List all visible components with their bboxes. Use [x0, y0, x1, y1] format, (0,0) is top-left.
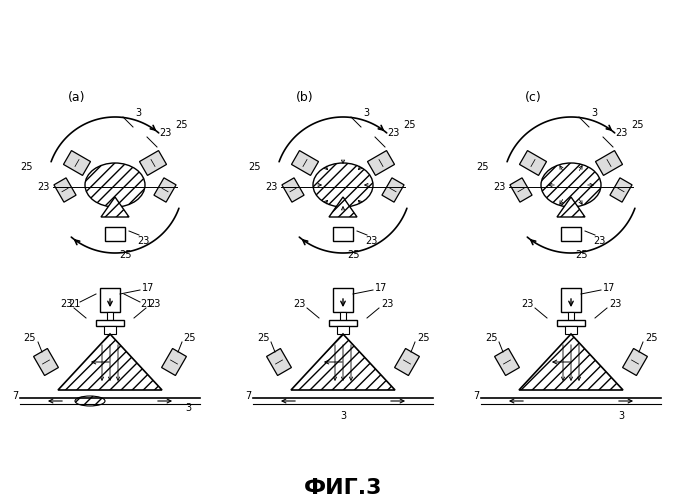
Ellipse shape: [75, 396, 105, 406]
Polygon shape: [63, 150, 91, 176]
Text: 3: 3: [363, 108, 369, 118]
Polygon shape: [610, 178, 632, 202]
Text: 23: 23: [148, 299, 160, 309]
Text: (c): (c): [525, 90, 541, 104]
Text: 25: 25: [485, 333, 497, 343]
Polygon shape: [291, 150, 319, 176]
Polygon shape: [161, 348, 186, 376]
Text: 17: 17: [142, 283, 155, 293]
Polygon shape: [519, 150, 547, 176]
Polygon shape: [34, 348, 58, 376]
Text: 23: 23: [37, 182, 49, 192]
Text: 23: 23: [609, 299, 621, 309]
Bar: [557, 320, 585, 326]
Text: 23: 23: [159, 128, 171, 138]
Bar: [100, 288, 120, 312]
Polygon shape: [382, 178, 404, 202]
Text: 25: 25: [257, 333, 269, 343]
Text: 23: 23: [593, 236, 605, 246]
Polygon shape: [282, 178, 304, 202]
Text: 7: 7: [12, 391, 18, 401]
Ellipse shape: [85, 163, 145, 207]
Text: 7: 7: [245, 391, 251, 401]
Text: 23: 23: [381, 299, 393, 309]
Text: 23: 23: [365, 236, 377, 246]
Text: 17: 17: [375, 283, 387, 293]
Bar: [565, 326, 577, 334]
Text: 23: 23: [60, 299, 72, 309]
Polygon shape: [596, 150, 622, 176]
Text: 25: 25: [631, 120, 644, 130]
Text: 23: 23: [293, 299, 305, 309]
Bar: [105, 227, 125, 241]
Text: 7: 7: [473, 391, 479, 401]
Polygon shape: [368, 150, 394, 176]
Text: 23: 23: [521, 299, 533, 309]
Text: 3: 3: [135, 108, 141, 118]
Polygon shape: [58, 334, 162, 390]
Polygon shape: [622, 348, 647, 376]
Text: 21: 21: [68, 299, 80, 309]
Bar: [329, 320, 357, 326]
Bar: [340, 312, 346, 322]
Text: 25: 25: [403, 120, 416, 130]
Polygon shape: [495, 348, 519, 376]
Text: ФИГ.3: ФИГ.3: [304, 478, 382, 498]
Text: 25: 25: [119, 250, 131, 260]
Text: 25: 25: [477, 162, 489, 172]
Bar: [568, 312, 574, 322]
Text: 3: 3: [591, 108, 597, 118]
Text: 3: 3: [185, 403, 191, 413]
Text: (b): (b): [296, 90, 314, 104]
Polygon shape: [519, 334, 623, 390]
Text: 25: 25: [175, 120, 188, 130]
Text: 23: 23: [137, 236, 149, 246]
Text: 25: 25: [21, 162, 33, 172]
Polygon shape: [557, 197, 585, 217]
Polygon shape: [101, 197, 129, 217]
Polygon shape: [154, 178, 176, 202]
Text: 25: 25: [645, 333, 657, 343]
Text: 25: 25: [183, 333, 196, 343]
Text: 25: 25: [417, 333, 429, 343]
Text: 17: 17: [603, 283, 616, 293]
Polygon shape: [267, 348, 291, 376]
Polygon shape: [510, 178, 532, 202]
Bar: [96, 320, 124, 326]
Polygon shape: [139, 150, 166, 176]
Text: 25: 25: [347, 250, 359, 260]
Bar: [333, 227, 353, 241]
Bar: [561, 288, 581, 312]
Text: 23: 23: [265, 182, 278, 192]
Polygon shape: [394, 348, 420, 376]
Bar: [333, 288, 353, 312]
Text: 21: 21: [140, 299, 153, 309]
Text: 23: 23: [615, 128, 627, 138]
Text: 25: 25: [24, 333, 36, 343]
Bar: [561, 227, 581, 241]
Bar: [337, 326, 349, 334]
Text: 25: 25: [249, 162, 261, 172]
Bar: [107, 312, 113, 322]
Ellipse shape: [541, 163, 601, 207]
Text: (a): (a): [68, 90, 86, 104]
Text: 23: 23: [387, 128, 399, 138]
Text: 3: 3: [340, 411, 346, 421]
Text: 25: 25: [575, 250, 587, 260]
Text: 3: 3: [618, 411, 624, 421]
Text: 23: 23: [493, 182, 506, 192]
Bar: [104, 326, 116, 334]
Polygon shape: [54, 178, 76, 202]
Polygon shape: [291, 334, 395, 390]
Polygon shape: [329, 197, 357, 217]
Ellipse shape: [313, 163, 373, 207]
